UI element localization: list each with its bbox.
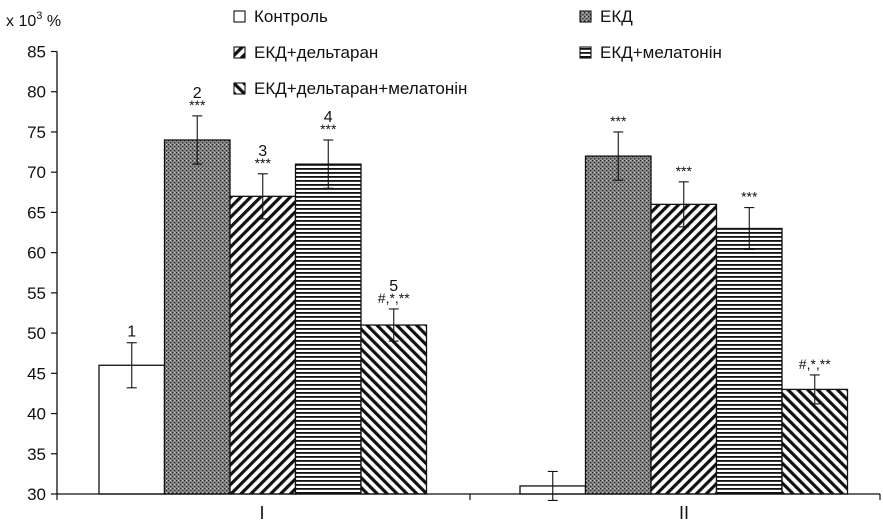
bars: [98, 139, 849, 495]
legend-swatch: [579, 46, 592, 59]
bar-number-label: 1: [127, 324, 136, 341]
significance-annotation: #,*,**: [799, 356, 831, 372]
legend-swatch: [233, 46, 246, 59]
bar: [650, 203, 718, 495]
y-axis-unit-label: x 103 %: [6, 10, 61, 30]
y-axis: 30 35 40 45 50 55 60 65 70 75 80 85: [27, 43, 58, 504]
bar-number-label: 5: [389, 278, 398, 295]
bar-number-label: 3: [258, 143, 267, 160]
y-tick-label: 75: [27, 123, 46, 142]
bar: [781, 388, 849, 495]
y-tick-label: 40: [27, 405, 46, 424]
y-tick-label: 55: [27, 284, 46, 303]
bar: [229, 195, 297, 495]
error-bars: [126, 115, 820, 501]
significance-annotation: ***: [255, 155, 272, 171]
bar: [294, 163, 362, 495]
bar: [584, 155, 652, 495]
y-tick-label: 80: [27, 83, 46, 102]
legend-swatch: [233, 10, 246, 23]
significance-annotation: ***: [741, 189, 758, 205]
y-tick-label: 60: [27, 244, 46, 263]
bar: [360, 324, 428, 495]
x-category-label: I: [259, 503, 264, 523]
legend-swatch: [233, 82, 246, 95]
bar-number-label: 4: [324, 109, 333, 126]
legend-swatch: [579, 10, 592, 23]
bar: [715, 227, 783, 495]
x-category-label: II: [679, 503, 689, 523]
legend-entry: ЕКД+дельтаран: [254, 43, 378, 62]
y-tick-label: 35: [27, 445, 46, 464]
x-axis: I II: [56, 493, 881, 523]
legend-entry: Контроль: [254, 7, 328, 26]
bar-number-label: 2: [193, 85, 202, 102]
legend-entry: ЕКД+мелатонін: [600, 43, 722, 62]
y-tick-label: 30: [27, 485, 46, 504]
y-tick-label: 65: [27, 203, 46, 222]
significance-annotation: ***: [189, 97, 206, 113]
legend-entry: ЕКД: [600, 7, 633, 26]
y-tick-label: 70: [27, 163, 46, 182]
legend: Контроль ЕКД ЕКД+дельтаран ЕКД+мелатонін ЕКД…: [233, 7, 722, 98]
significance-annotation: ***: [676, 163, 693, 179]
y-tick-label: 50: [27, 324, 46, 343]
significance-annotation: ***: [320, 121, 337, 137]
bar: [163, 139, 231, 495]
legend-entry: ЕКД+дельтаран+мелатонін: [254, 79, 467, 98]
annotations: 1***2******3******4***#,*,**5#,*,**: [127, 85, 831, 372]
y-tick-label: 45: [27, 364, 46, 383]
y-tick-label: 85: [27, 43, 46, 62]
significance-annotation: #,*,**: [378, 290, 410, 306]
significance-annotation: ***: [610, 113, 627, 129]
